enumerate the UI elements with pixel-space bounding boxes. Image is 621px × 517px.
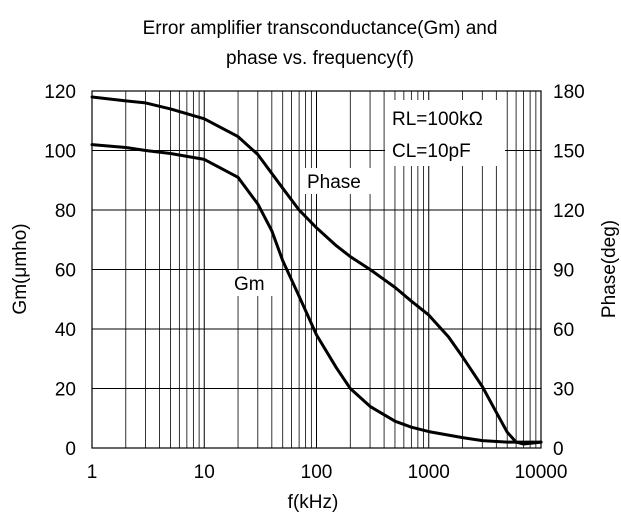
x-tick-label: 1 [87,462,98,483]
annotation-cl: CL=10pF [392,141,471,162]
grid [92,91,541,448]
y-left-tick-label: 100 [44,142,76,163]
y-right-axis-label: Phase(deg) [599,220,620,318]
series-group [90,95,543,446]
annotation-rl: RL=100kΩ [392,109,483,130]
chart-title-line1: Error amplifier transconductance(Gm) and [143,18,498,39]
gm-label-bg [230,270,278,296]
phase-curve-label: Phase [307,172,361,193]
x-tick-label: 100 [301,462,333,483]
y-left-axis-label: Gm(μmho) [10,223,31,314]
y-left-tick-label: 80 [55,201,76,222]
tick-labels: 1 10 100 1000 100000204060801001200306090120… [44,82,584,483]
y-left-tick-label: 40 [55,320,76,341]
series-line-gm [90,143,543,444]
x-tick-label: 10000 [515,462,568,483]
chart-title-line2: phase vs. frequency(f) [226,48,414,69]
y-right-tick-label: 180 [553,82,585,103]
plot-frame [91,90,542,449]
gm-curve-label: Gm [234,274,265,295]
phase-label-bg [300,168,378,194]
x-axis-label: f(kHz) [288,492,339,513]
y-right-tick-label: 120 [553,201,585,222]
y-right-tick-label: 150 [553,142,585,163]
y-left-tick-label: 0 [65,439,76,460]
x-tick-label: 1000 [408,462,450,483]
x-tick-label: 10 [194,462,215,483]
y-right-tick-label: 90 [553,261,574,282]
series-line-phase [90,95,543,446]
annotation-bg [385,100,505,166]
y-left-tick-label: 120 [44,82,76,103]
y-right-tick-label: 30 [553,380,574,401]
y-left-tick-label: 60 [55,261,76,282]
y-right-tick-label: 0 [553,439,564,460]
y-right-tick-label: 60 [553,320,574,341]
y-left-tick-label: 20 [55,380,76,401]
